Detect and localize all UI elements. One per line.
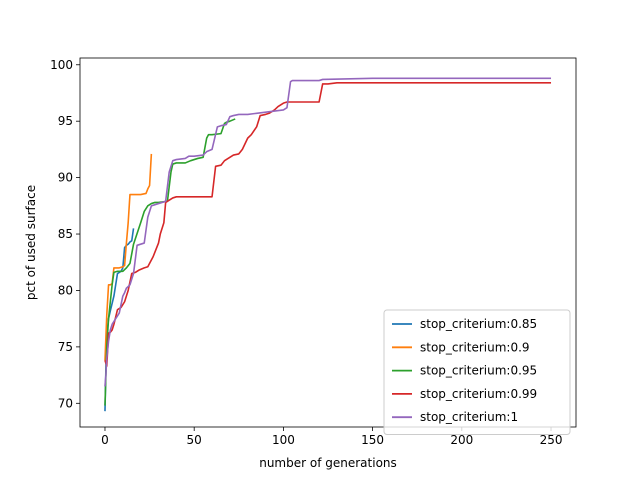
legend-box xyxy=(383,309,571,435)
legend-label-4: stop_criterium:1 xyxy=(420,410,518,424)
y-tick-label: 80 xyxy=(58,283,73,297)
legend-label-3: stop_criterium:0.99 xyxy=(420,387,537,401)
series-line-1 xyxy=(104,153,153,361)
y-tick-label: 90 xyxy=(58,171,73,185)
legend-label-0: stop_criterium:0.85 xyxy=(420,317,537,331)
plot-area xyxy=(104,77,552,412)
y-tick-label: 75 xyxy=(58,340,73,354)
axes-frame xyxy=(79,57,577,428)
legend-label-1: stop_criterium:0.9 xyxy=(420,340,530,354)
y-tick-label: 95 xyxy=(58,114,73,128)
y-tick-label: 70 xyxy=(58,396,73,410)
y-axis: 70 75 80 85 90 95 100 xyxy=(50,58,80,410)
legend-label-2: stop_criterium:0.95 xyxy=(420,364,537,378)
y-tick-label: 85 xyxy=(58,227,73,241)
y-tick-label: 100 xyxy=(50,58,73,72)
x-tick-label: 200 xyxy=(450,433,473,447)
x-tick-label: 250 xyxy=(540,433,563,447)
x-axis-label: number of generations xyxy=(259,456,397,470)
legend: stop_criterium:0.85 stop_criterium:0.9sto… xyxy=(383,309,571,435)
x-axis: 0 50 100 150 200 250 xyxy=(101,427,562,447)
x-tick-label: 50 xyxy=(187,433,202,447)
series-line-2 xyxy=(104,118,236,406)
x-tick-label: 0 xyxy=(101,433,109,447)
series-line-3 xyxy=(104,82,552,367)
series-line-4 xyxy=(104,77,552,387)
y-axis-label: pct of used surface xyxy=(24,185,38,300)
x-tick-label: 100 xyxy=(272,433,295,447)
x-tick-label: 150 xyxy=(361,433,384,447)
